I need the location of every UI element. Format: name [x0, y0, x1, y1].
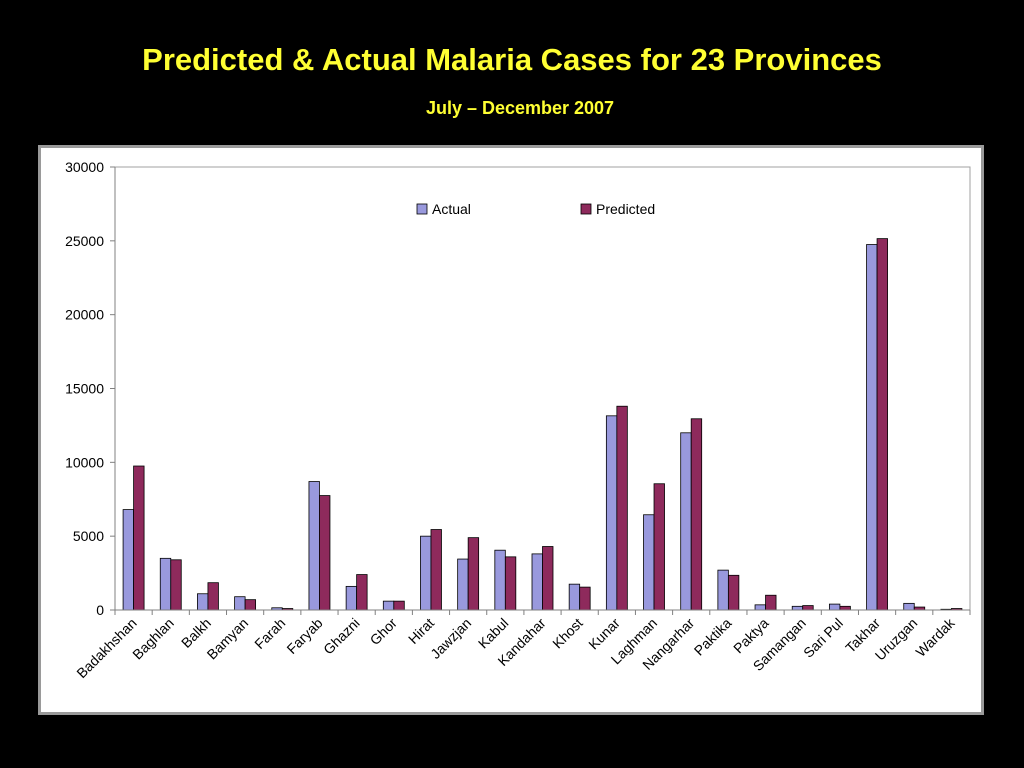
bar-actual [828, 603, 841, 611]
y-tick-label: 20000 [65, 307, 104, 323]
x-tick-label: Ghor [367, 615, 401, 649]
bar-actual [382, 600, 395, 611]
slide-title: Predicted & Actual Malaria Cases for 23 … [142, 42, 882, 77]
bar-actual [420, 535, 432, 611]
bar-actual [197, 593, 209, 611]
x-tick-label: Baghlan [129, 615, 177, 663]
x-tick-label: Jawzjan [427, 615, 474, 662]
legend-swatch-predicted [580, 203, 592, 215]
bar-actual [568, 583, 581, 611]
bar-predicted [542, 546, 554, 611]
x-tick-label: Sari Pul [800, 615, 846, 661]
bar-predicted [802, 605, 814, 611]
bar-actual [494, 549, 506, 611]
bar-actual [159, 557, 172, 611]
bar-predicted [467, 537, 480, 611]
plot-area [114, 166, 971, 611]
bar-actual [605, 415, 618, 611]
bar-predicted [244, 599, 257, 611]
x-tick-label: Farah [251, 615, 288, 652]
x-tick-label: Khost [549, 615, 586, 652]
x-tick-label: Ghazni [320, 615, 363, 658]
y-tick-label: 0 [96, 602, 104, 618]
bar-predicted [133, 465, 145, 611]
bar-predicted [504, 556, 517, 611]
x-tick-label: Badakhshan [73, 615, 139, 681]
bar-predicted [653, 483, 665, 611]
x-tick-label: Wardak [912, 614, 958, 660]
bar-predicted [207, 582, 219, 611]
bar-predicted [765, 594, 777, 611]
y-tick-label: 15000 [65, 381, 104, 397]
bar-chart: 0 5000 10000 15000 20000 25000 30000 Badakhshan… [65, 159, 971, 681]
y-tick-label: 30000 [65, 159, 104, 175]
x-tick-label: Faryab [283, 615, 325, 657]
legend-swatch-actual [416, 203, 428, 215]
bar-actual [531, 553, 543, 611]
bar-predicted [690, 418, 703, 611]
legend-label-predicted: Predicted [596, 201, 655, 217]
y-tick-label: 25000 [65, 233, 104, 249]
bar-actual [345, 585, 358, 611]
bar-actual [903, 602, 915, 611]
bar-predicted [319, 495, 331, 611]
legend-label-actual: Actual [432, 201, 471, 217]
bar-actual [234, 596, 246, 611]
y-tick-label: 10000 [65, 454, 104, 470]
bar-predicted [839, 605, 851, 611]
bar-predicted [727, 574, 740, 611]
bar-actual [791, 605, 804, 611]
bar-actual [754, 604, 766, 611]
bar-predicted [579, 586, 591, 611]
chart-frame: 0 5000 10000 15000 20000 25000 30000 Badakhshan… [38, 145, 984, 715]
bar-actual [308, 481, 320, 611]
bar-actual [457, 558, 469, 611]
bar-predicted [393, 600, 405, 611]
bar-predicted [170, 559, 182, 611]
bar-actual [122, 509, 134, 611]
bar-actual [643, 514, 655, 611]
bar-predicted [616, 405, 628, 611]
legend: Actual Predicted [416, 201, 655, 217]
bar-predicted [430, 529, 442, 611]
slide-subtitle: July – December 2007 [425, 98, 615, 118]
x-tick-label: Bamyan [204, 615, 252, 663]
bars-layer [122, 238, 963, 611]
bar-actual [866, 244, 878, 611]
bar-predicted [356, 574, 368, 611]
bar-predicted [876, 238, 888, 611]
x-tick-label: Paktika [691, 615, 735, 659]
bar-actual [717, 569, 729, 611]
bar-actual [680, 432, 692, 611]
y-tick-label: 5000 [73, 528, 104, 544]
x-tick-label: Hirat [405, 615, 437, 647]
